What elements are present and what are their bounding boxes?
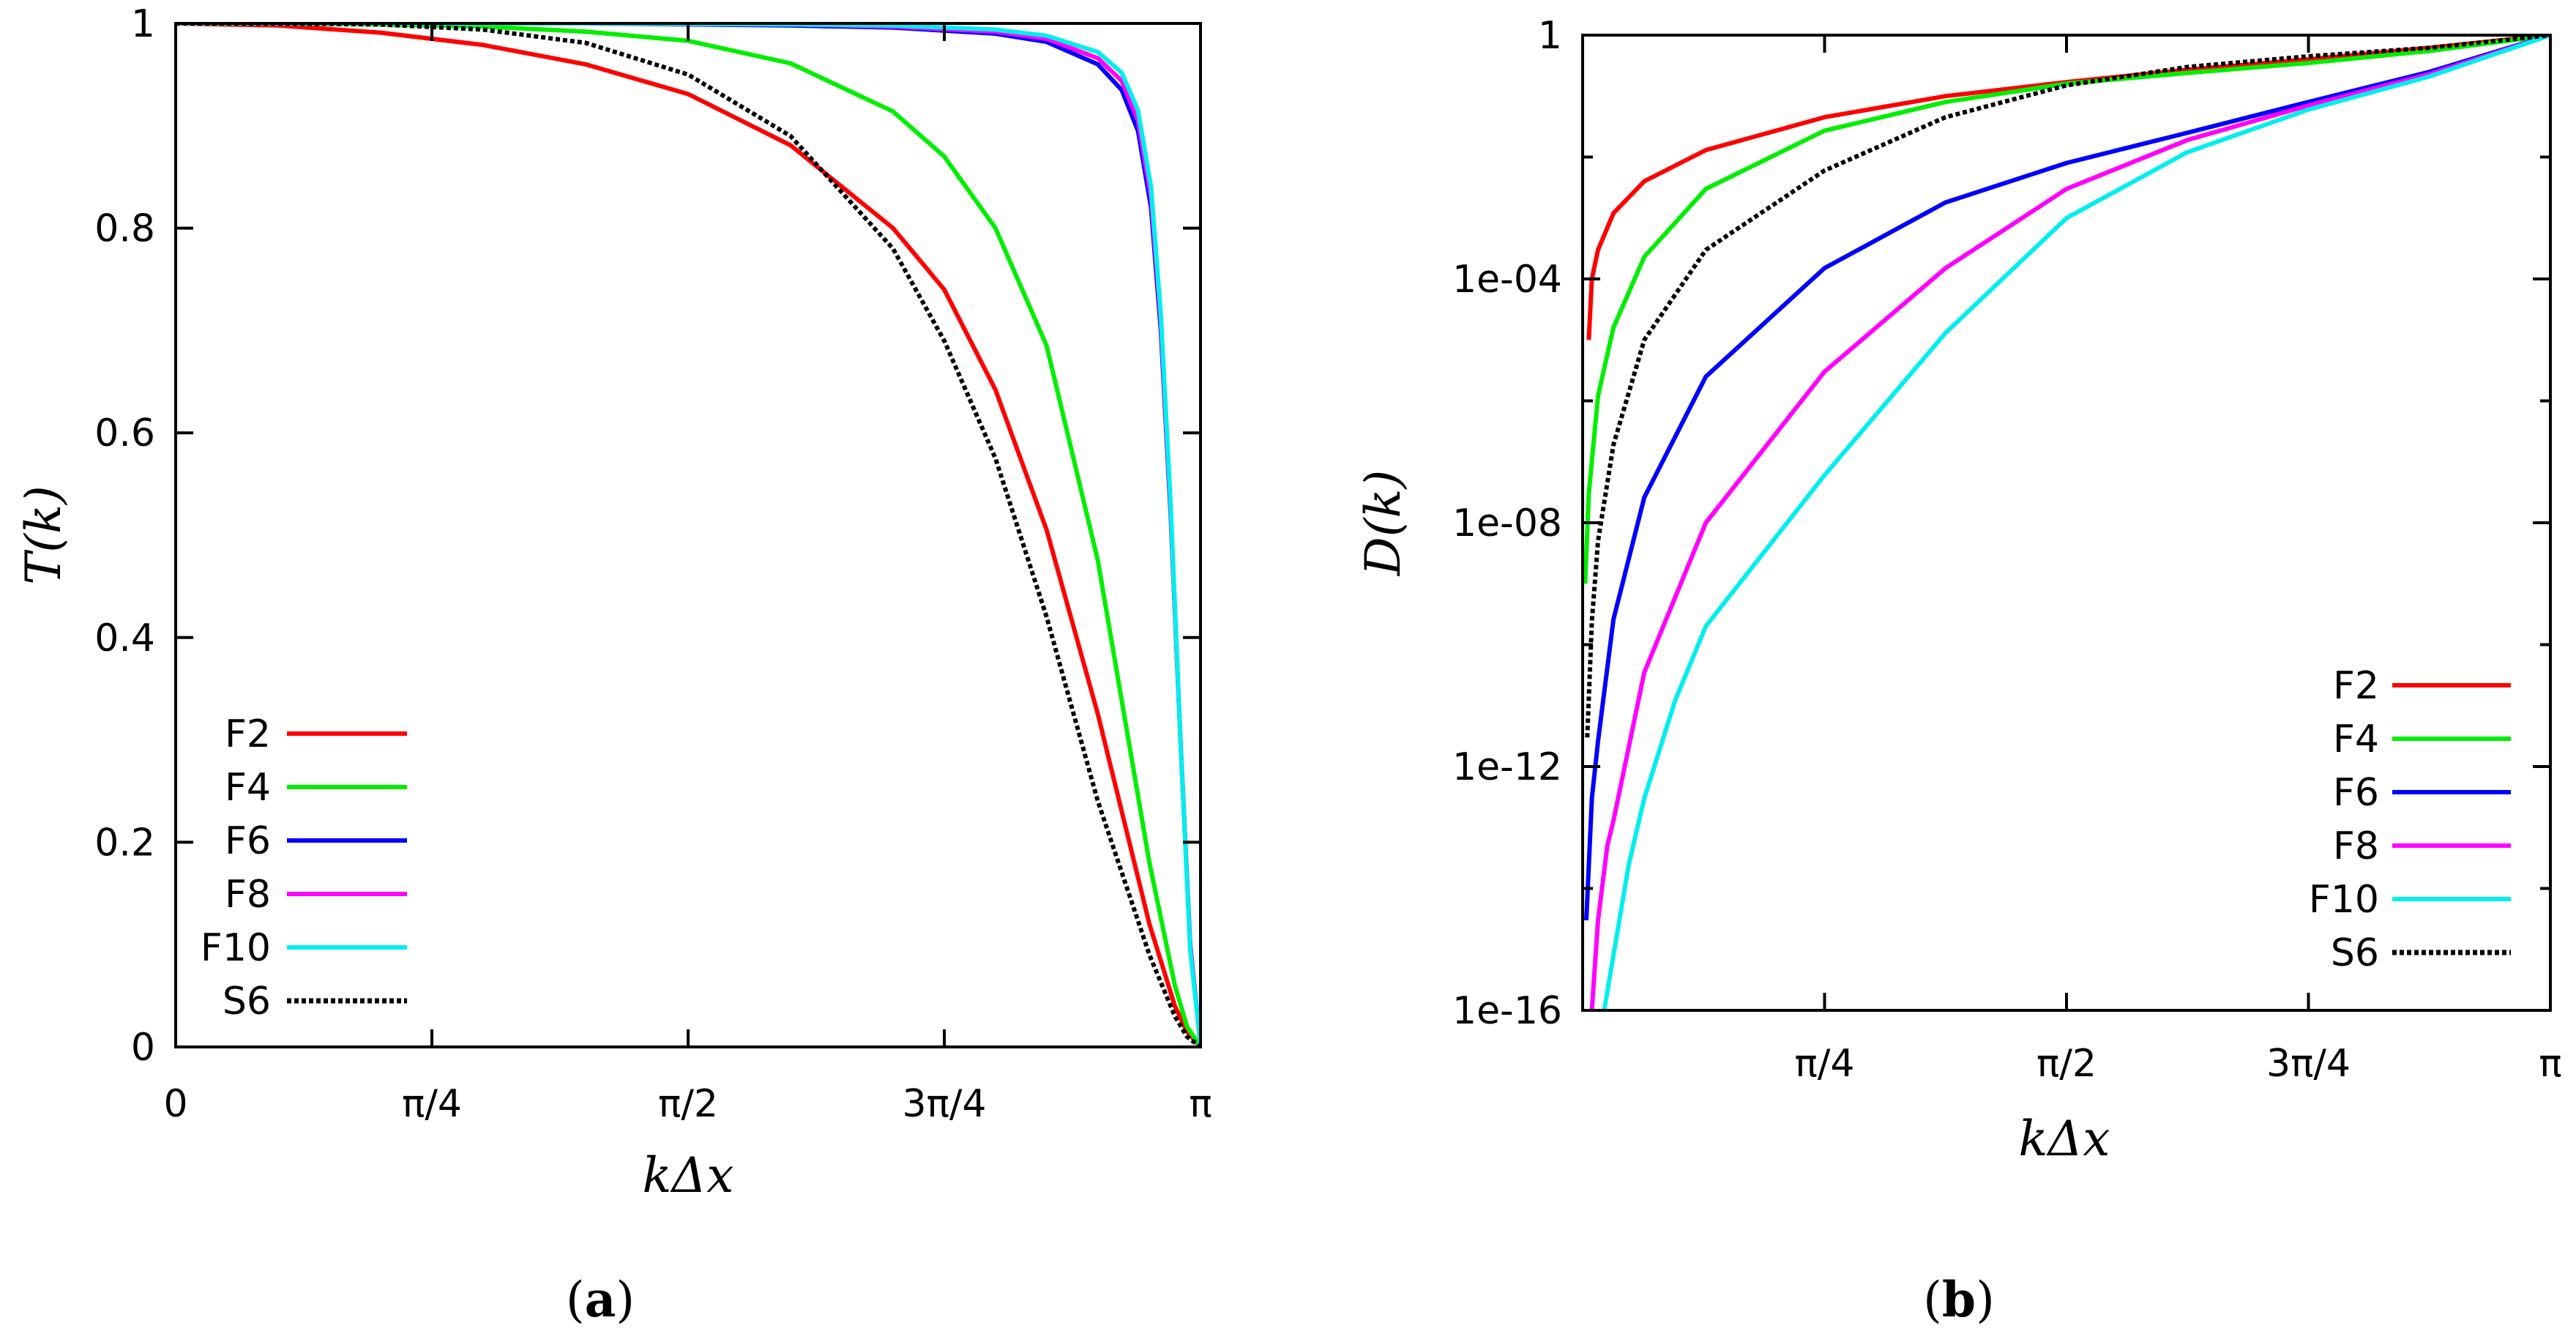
panel-a-y-tick-label: 0.6: [94, 411, 155, 455]
panel-a-legend-label-f8: F8: [225, 873, 271, 917]
panel-b-series-f2: [1586, 35, 2550, 340]
panel-b-legend-label-f8: F8: [2333, 824, 2379, 868]
panel-a-caption: (a): [566, 1271, 635, 1328]
panel-b-y-tick-label: 1e-12: [1452, 745, 1562, 789]
panel-a-x-tick-label: π/4: [402, 1082, 462, 1126]
panel-a-y-tick-label: 0.4: [94, 616, 155, 660]
panel-b-legend-label-f4: F4: [2333, 717, 2379, 761]
panel-b-legend: F2 F4 F6 F8 F10 S6: [2309, 664, 2511, 975]
panel-a-x-tick-label: π/2: [658, 1082, 718, 1126]
panel-b-x-axis-label: kΔx: [2019, 1111, 2110, 1167]
panel-b: π/4 π/2 3π/4 π 1e-16 1e-12 1e-08 1e-04 1 kΔx D(k…: [1355, 14, 2562, 1328]
panel-a-ticks: 0 π/4 π/2 3π/4 π 0 0.2 0.4 0.6 0.8 1: [94, 2, 1212, 1126]
panel-b-x-tick-label: π/4: [1795, 1042, 1855, 1086]
panel-a-x-axis-label: kΔx: [643, 1147, 734, 1204]
panel-a-legend-label-f2: F2: [225, 712, 271, 756]
panel-a-legend: F2 F4 F6 F8 F10 S6: [201, 712, 407, 1024]
panel-b-caption-letter: b: [1942, 1271, 1976, 1328]
panel-b-ticks: π/4 π/2 3π/4 π 1e-16 1e-12 1e-08 1e-04 1: [1452, 14, 2562, 1086]
panel-a-legend-label-s6: S6: [223, 980, 271, 1024]
panel-a-caption-letter: a: [585, 1271, 616, 1328]
panel-b-y-axis-label: D(k): [1355, 470, 1411, 576]
panel-a-legend-label-f10: F10: [201, 926, 271, 970]
panel-b-y-tick-label: 1e-04: [1452, 258, 1562, 302]
panel-b-caption: (b): [1923, 1271, 1995, 1328]
panel-b-series-f8: [1589, 35, 2550, 1010]
panel-b-x-tick-label: π/2: [2036, 1042, 2097, 1086]
panel-b-series-f10: [1602, 35, 2550, 1010]
panel-b-plot-frame: [1581, 34, 2552, 1012]
panel-a-x-tick-label: π: [1189, 1082, 1212, 1126]
panel-b-y-tick-label: 1e-16: [1452, 989, 1562, 1033]
panel-a-y-tick-label: 0.8: [94, 207, 155, 251]
panel-a-series-s6: [176, 23, 1201, 1047]
panel-b-x-tick-label: 3π/4: [2266, 1042, 2351, 1086]
panel-b-y-tick-label: 1: [1538, 14, 1562, 58]
panel-b-legend-label-f6: F6: [2333, 771, 2379, 815]
panel-a-legend-label-f4: F4: [225, 766, 271, 810]
panel-a-y-tick-label: 0.2: [94, 821, 155, 865]
panel-a-legend-label-f6: F6: [225, 819, 271, 863]
panel-b-legend-label-s6: S6: [2331, 931, 2379, 975]
panel-a: 0 π/4 π/2 3π/4 π 0 0.2 0.4 0.6 0.8 1 kΔx T(k) F2 F4…: [15, 2, 1212, 1328]
panel-b-y-tick-label: 1e-08: [1452, 502, 1562, 545]
panel-b-x-tick-label: π: [2539, 1042, 2561, 1086]
panel-b-legend-label-f10: F10: [2309, 878, 2379, 922]
panel-b-series-f4: [1583, 35, 2550, 584]
panel-a-x-tick-label: 0: [163, 1082, 187, 1126]
panel-b-series-f6: [1584, 35, 2550, 921]
panel-a-y-tick-label: 1: [131, 2, 155, 46]
panel-b-legend-label-f2: F2: [2333, 664, 2379, 708]
panel-a-y-tick-label: 0: [131, 1026, 155, 1070]
panel-a-y-axis-label: T(k): [15, 485, 72, 585]
panel-b-curves: [1583, 35, 2550, 1010]
panel-b-series-s6: [1585, 35, 2550, 738]
panel-a-x-tick-label: 3π/4: [903, 1082, 987, 1126]
